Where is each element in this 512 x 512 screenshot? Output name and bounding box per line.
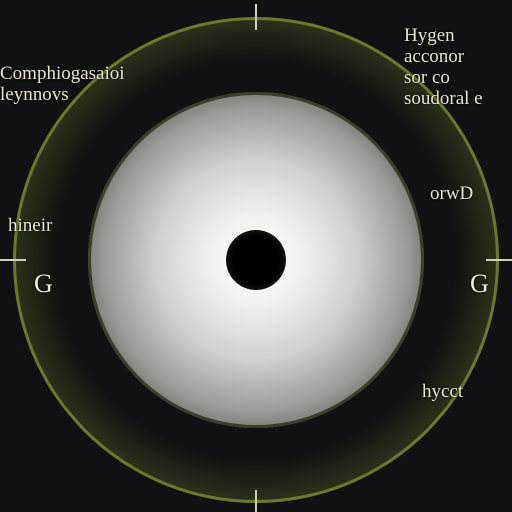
label-low-right: hycct [422,382,463,403]
tick-top [255,4,257,30]
label-top-right: Hygen acconor sor co soudoral e [404,26,483,110]
label-top-left: Comphiogasaioi leynnovs [0,64,125,106]
axis-marker-left: G [34,270,53,299]
core-disc [226,230,286,290]
diagram-root: G G Hygen acconor sor co soudoral e Comp… [0,0,512,512]
axis-marker-right: G [470,270,489,299]
tick-right [486,259,512,261]
label-mid-right: orwD [430,184,473,205]
tick-bottom [255,490,257,512]
tick-left [0,259,26,261]
label-mid-left: hineir [8,216,52,237]
